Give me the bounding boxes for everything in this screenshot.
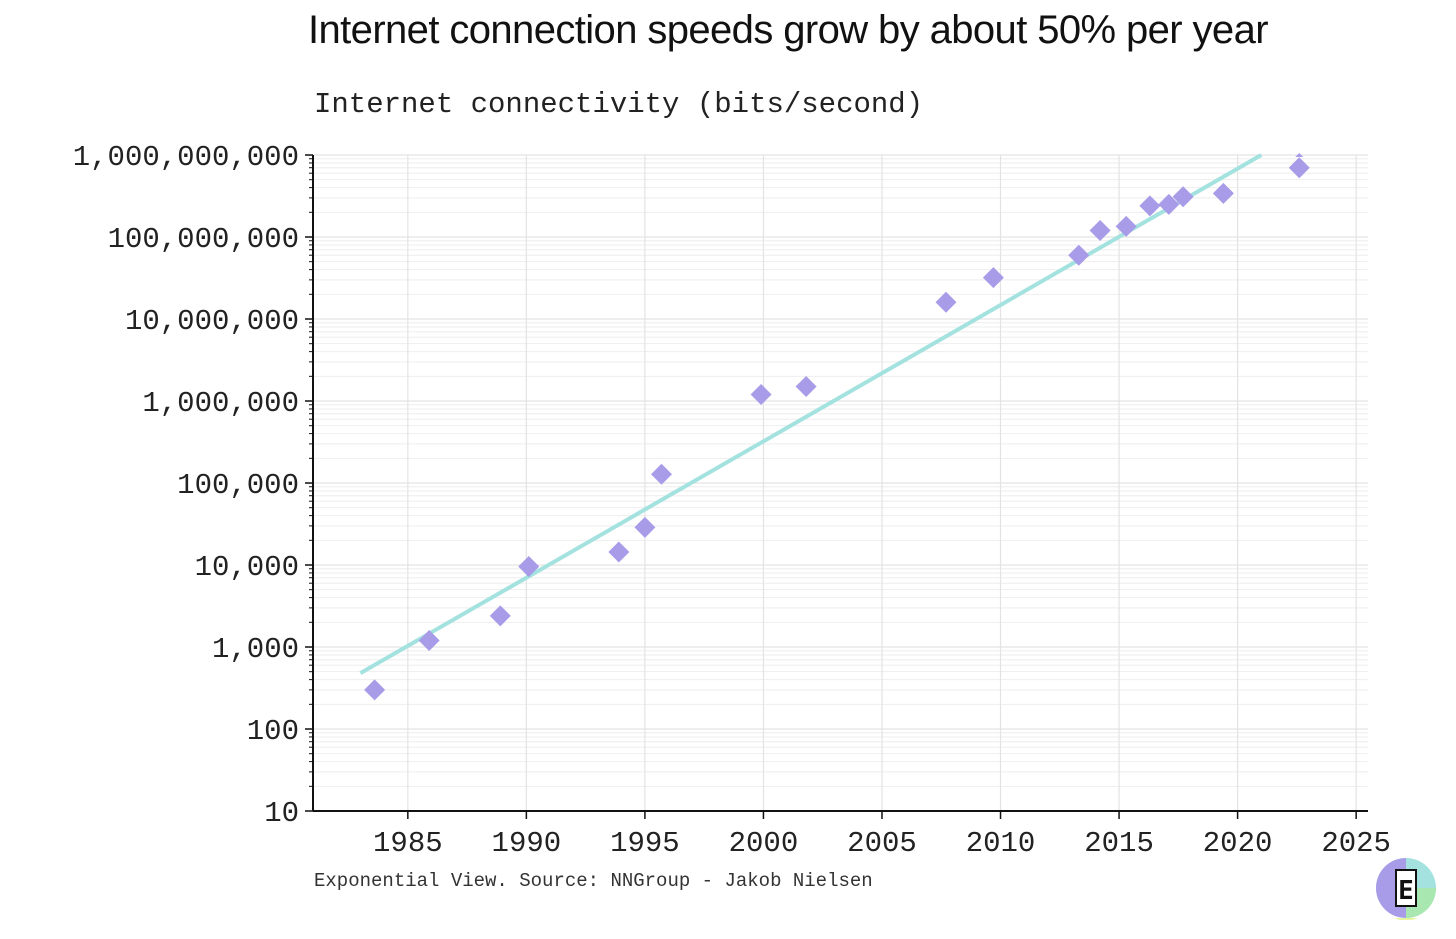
x-tick-label: 1990: [492, 827, 562, 860]
chart-title: Internet connection speeds grow by about…: [308, 8, 1269, 52]
y-tick-label: 100,000: [177, 469, 299, 502]
data-point: [1158, 193, 1180, 215]
logo-box: [1395, 869, 1417, 907]
x-tick-label: 1985: [373, 827, 443, 860]
y-tick-label: 100: [247, 715, 299, 748]
data-point: [1089, 220, 1111, 242]
source-caption: Exponential View. Source: NNGroup - Jako…: [314, 870, 873, 892]
x-tick-label: 2025: [1321, 827, 1391, 860]
y-axis-title: Internet connectivity (bits/second): [314, 88, 924, 121]
data-point: [1068, 244, 1090, 266]
y-tick-label: 1,000,000,000: [73, 141, 299, 174]
data-point: [608, 541, 630, 563]
exponential-view-logo-icon: E: [1376, 858, 1436, 920]
x-tick-label: 2020: [1203, 827, 1273, 860]
x-tick-label: 2015: [1084, 827, 1154, 860]
logo-yellow-band: [1394, 918, 1418, 920]
y-tick-label: 1,000: [212, 633, 299, 666]
y-tick-label: 10: [264, 797, 299, 830]
data-point: [1115, 215, 1137, 237]
logo-letter: E: [1398, 876, 1414, 906]
data-point: [982, 267, 1004, 289]
data-point-clipped: [1295, 153, 1304, 157]
x-tick-label: 1995: [610, 827, 680, 860]
data-point: [795, 376, 817, 398]
data-point: [489, 605, 511, 627]
trend-line: [359, 153, 1263, 675]
y-tick-label: 10,000,000: [125, 305, 299, 338]
x-tick-label: 2000: [729, 827, 799, 860]
data-point: [418, 630, 440, 652]
y-tick-label: 1,000,000: [142, 387, 299, 420]
y-tick-label: 100,000,000: [108, 223, 299, 256]
data-point: [1172, 186, 1194, 208]
data-point: [935, 291, 957, 313]
data-point: [651, 463, 673, 485]
data-point: [1288, 157, 1310, 179]
x-tick-label: 2010: [966, 827, 1036, 860]
data-point: [750, 384, 772, 406]
data-point: [364, 679, 386, 701]
y-tick-label: 10,000: [195, 551, 299, 584]
x-tick-label: 2005: [847, 827, 917, 860]
data-point: [518, 555, 540, 577]
data-point: [1139, 195, 1161, 217]
data-point: [1212, 182, 1234, 204]
data-point: [634, 516, 656, 538]
